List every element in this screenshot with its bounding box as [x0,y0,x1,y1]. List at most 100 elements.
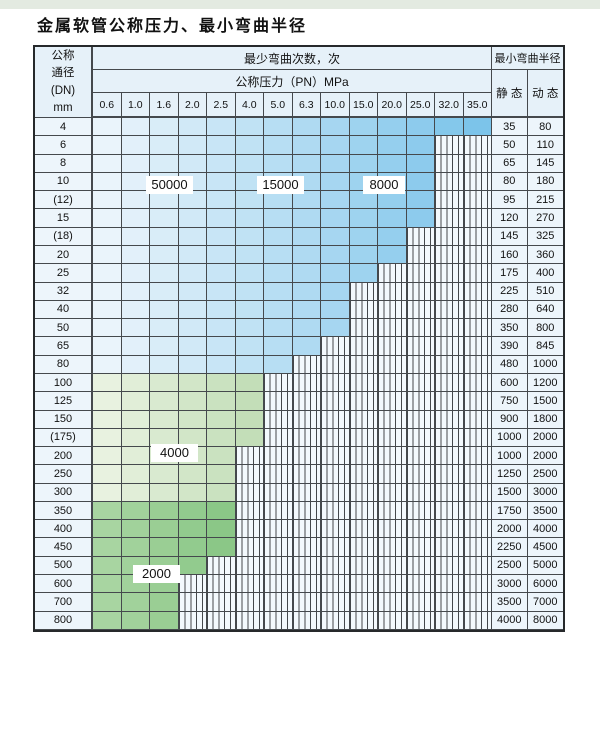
no-spec-cell [406,227,435,246]
cycle-spec-cell [121,447,150,466]
dynamic-value-cell: 8000 [527,611,563,630]
cycle-spec-cell [178,355,207,374]
dynamic-value-cell: 6000 [527,575,563,594]
no-spec-cell [378,447,407,466]
cycle-spec-cell [178,556,207,576]
no-spec-cell [378,428,407,448]
spec-table: 公称 通径 (DN) mm 最少弯曲次数，次 最小弯曲半径 公称压力（PN）MP… [33,45,565,632]
no-spec-cell [378,483,407,502]
no-spec-cell [406,428,435,448]
no-spec-cell [235,520,264,539]
no-spec-cell [463,520,492,539]
cycle-spec-cell [235,355,264,374]
cycle-spec-cell [150,611,179,630]
cycle-spec-cell [150,154,179,173]
pressure-col-header: 25.0 [406,93,435,118]
cycle-spec-cell [292,136,321,155]
cycle-spec-cell [235,264,264,283]
no-spec-cell [349,282,378,301]
dynamic-value-cell: 4500 [527,538,563,557]
static-value-cell: 1500 [492,483,528,502]
pressure-col-header: 10.0 [321,93,350,118]
cycle-spec-cell [207,465,236,484]
cycle-spec-cell [321,245,350,265]
dn-header-line: 公称 [51,50,75,62]
top-strip [0,0,600,9]
cycle-spec-cell [349,136,378,155]
dynamic-value-cell: 110 [527,136,563,155]
no-spec-cell [463,154,492,173]
no-spec-cell [349,300,378,320]
cycle-spec-cell [207,373,236,393]
dn-cell: 100 [35,373,93,393]
cycle-spec-cell [178,373,207,393]
static-value-cell: 160 [492,245,528,265]
no-spec-cell [235,465,264,484]
cycle-spec-cell [121,538,150,557]
cycle-spec-cell [349,245,378,265]
no-spec-cell [235,538,264,557]
cycle-spec-cell [207,300,236,320]
cycle-spec-cell [321,300,350,320]
no-spec-cell [321,611,350,630]
cycle-spec-cell [93,227,122,246]
no-spec-cell [435,410,464,429]
cycle-spec-cell [121,118,150,137]
cycle-spec-cell [463,118,492,137]
cycle-spec-cell [406,118,435,137]
static-value-cell: 390 [492,337,528,356]
dn-cell: (12) [35,191,93,210]
no-spec-cell [378,264,407,283]
no-spec-cell [292,410,321,429]
no-spec-cell [321,410,350,429]
no-spec-cell [463,355,492,374]
cycle-spec-cell [235,373,264,393]
no-spec-cell [435,575,464,594]
cycle-spec-cell [321,154,350,173]
no-spec-cell [264,483,293,502]
cycle-spec-cell [121,410,150,429]
static-value-cell: 65 [492,154,528,173]
no-spec-cell [207,593,236,612]
no-spec-cell [235,575,264,594]
cycle-spec-cell [121,245,150,265]
cycle-spec-cell [207,136,236,155]
dynamic-value-cell: 145 [527,154,563,173]
no-spec-cell [406,392,435,411]
cycle-spec-cell [93,282,122,301]
no-spec-cell [264,373,293,393]
static-value-cell: 1250 [492,465,528,484]
cycle-spec-cell [178,337,207,356]
no-spec-cell [321,355,350,374]
dynamic-value-cell: 400 [527,264,563,283]
cycle-spec-cell [121,428,150,448]
cycle-spec-cell [406,154,435,173]
no-spec-cell [435,245,464,265]
no-spec-cell [463,264,492,283]
cycle-spec-cell [93,136,122,155]
cycle-spec-cell [121,136,150,155]
static-value-cell: 600 [492,373,528,393]
cycle-spec-cell [264,319,293,338]
cycle-spec-cell [178,392,207,411]
cycle-spec-cell [292,191,321,210]
no-spec-cell [463,209,492,228]
dn-cell: 65 [35,337,93,356]
cycle-spec-cell [178,264,207,283]
cycle-spec-cell [121,319,150,338]
cycle-spec-cell [321,227,350,246]
cycle-spec-cell [93,191,122,210]
no-spec-cell [349,373,378,393]
pressure-col-header: 6.3 [292,93,321,118]
no-spec-cell [207,611,236,630]
pressure-col-header: 1.6 [150,93,179,118]
cycle-spec-cell [378,154,407,173]
cycle-spec-cell [93,465,122,484]
no-spec-cell [435,392,464,411]
cycle-spec-cell [93,300,122,320]
cycle-spec-cell [150,501,179,521]
dynamic-value-cell: 3500 [527,501,563,521]
static-value-cell: 480 [492,355,528,374]
no-spec-cell [264,593,293,612]
cycle-spec-cell [264,136,293,155]
